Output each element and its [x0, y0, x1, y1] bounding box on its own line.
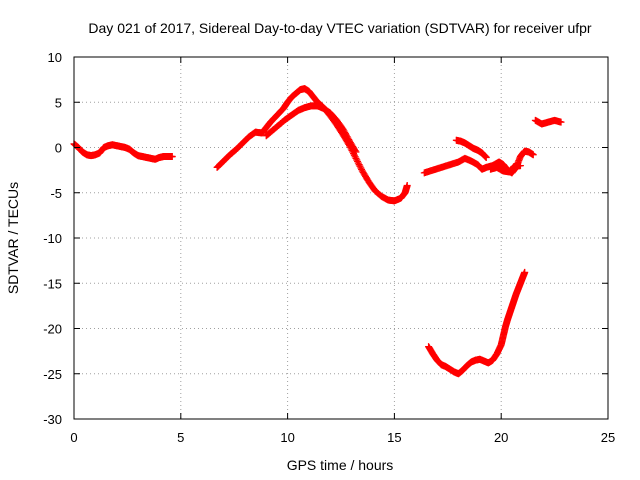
series-segment-7 — [531, 116, 565, 128]
data-point-marker — [354, 159, 362, 167]
data-point-marker — [357, 164, 365, 172]
data-point-marker — [351, 147, 359, 155]
y-tick-label: -30 — [43, 412, 62, 427]
data-point-marker — [482, 153, 490, 161]
data-point-marker — [521, 268, 529, 276]
data-point-marker — [351, 153, 359, 161]
grid — [74, 57, 608, 419]
data-point-marker — [350, 151, 358, 159]
axis-ticks: 0 5 10 15 20 25 -30 -25 -20 -15 -10 -5 0 5 10 — [43, 50, 615, 445]
data-point-marker — [353, 156, 361, 164]
x-tick-label: 25 — [601, 430, 615, 445]
data-point-marker — [529, 151, 537, 159]
data-point-marker — [355, 161, 363, 169]
series-segment-1 — [70, 140, 176, 163]
series-segment-5 — [452, 136, 490, 161]
series-segment-6 — [487, 162, 524, 176]
y-tick-label: 0 — [55, 141, 62, 156]
data-point-marker — [516, 162, 524, 170]
y-tick-label: -25 — [43, 367, 62, 382]
y-tick-label: -20 — [43, 322, 62, 337]
data-point-marker — [403, 182, 411, 190]
y-axis-label: SDTVAR / TECUs — [5, 182, 21, 294]
data-point-marker — [356, 162, 364, 170]
data-point-marker — [557, 118, 565, 126]
y-tick-label: 5 — [55, 95, 62, 110]
x-axis-label: GPS time / hours — [287, 457, 394, 473]
data-point-marker — [354, 158, 362, 166]
x-tick-label: 20 — [494, 430, 508, 445]
series-segment-8 — [425, 268, 529, 378]
data-point-marker — [352, 154, 360, 162]
x-tick-label: 15 — [387, 430, 401, 445]
y-tick-label: 10 — [48, 50, 62, 65]
data-point-marker — [168, 153, 176, 161]
data-point-marker — [352, 148, 360, 156]
x-tick-label: 5 — [177, 430, 184, 445]
y-tick-label: -15 — [43, 276, 62, 291]
y-tick-label: -10 — [43, 231, 62, 246]
data-points — [70, 85, 565, 378]
x-tick-label: 0 — [70, 430, 77, 445]
y-tick-label: -5 — [50, 186, 62, 201]
chart-title: Day 021 of 2017, Sidereal Day-to-day VTE… — [88, 20, 592, 36]
x-tick-label: 10 — [280, 430, 294, 445]
series-segment-3 — [262, 102, 360, 156]
